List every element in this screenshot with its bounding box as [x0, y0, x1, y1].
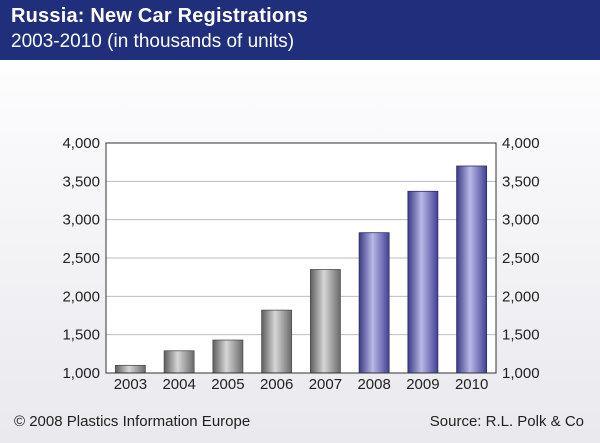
- x-tick-label: 2010: [455, 376, 488, 393]
- bar-2004: [163, 350, 195, 374]
- x-tick-label: 2006: [260, 376, 293, 393]
- x-tick-label: 2005: [211, 376, 244, 393]
- bar-2009: [407, 190, 439, 374]
- y-tick-label-right: 4,000: [502, 135, 540, 152]
- y-tick-label-right: 1,000: [502, 365, 540, 382]
- bar-2005: [212, 339, 244, 374]
- bar-2006: [261, 309, 293, 374]
- y-tick-label-left: 1,500: [62, 327, 100, 344]
- y-tick-label-left: 4,000: [62, 135, 100, 152]
- source-note: Source: R.L. Polk & Co: [429, 413, 584, 430]
- chart-subtitle: 2003-2010 (in thousands of units): [11, 31, 295, 52]
- y-tick-label-right: 2,500: [502, 250, 540, 267]
- y-tick-label-right: 1,500: [502, 327, 540, 344]
- bar-2008: [358, 232, 390, 374]
- y-tick-label-left: 3,500: [62, 173, 100, 190]
- y-tick-label-left: 3,000: [62, 212, 100, 229]
- y-tick-label-left: 2,500: [62, 250, 100, 267]
- copyright-note: © 2008 Plastics Information Europe: [14, 413, 251, 430]
- x-tick-label: 2009: [406, 376, 439, 393]
- bar-2007: [309, 269, 341, 374]
- y-tick-label-left: 1,000: [62, 365, 100, 382]
- x-tick-label: 2007: [309, 376, 342, 393]
- tick-labels: 1,000 1,000 1,500 1,500 2,000 2,000 2,500 2,500…: [62, 135, 539, 393]
- chart-header: Russia: New Car Registrations 2003-2010 …: [0, 0, 600, 60]
- y-tick-label-right: 3,000: [502, 212, 540, 229]
- chart-title: Russia: New Car Registrations: [11, 5, 308, 27]
- y-tick-label-right: 3,500: [502, 173, 540, 190]
- bar-2010: [456, 165, 488, 374]
- x-tick-label: 2008: [357, 376, 390, 393]
- bars: [114, 165, 488, 374]
- bar-2003: [114, 364, 146, 374]
- y-tick-label-left: 2,000: [62, 288, 100, 305]
- y-tick-label-right: 2,000: [502, 288, 540, 305]
- x-tick-label: 2003: [114, 376, 147, 393]
- axes: [105, 142, 497, 374]
- plot-frame: [105, 142, 497, 374]
- x-tick-label: 2004: [162, 376, 195, 393]
